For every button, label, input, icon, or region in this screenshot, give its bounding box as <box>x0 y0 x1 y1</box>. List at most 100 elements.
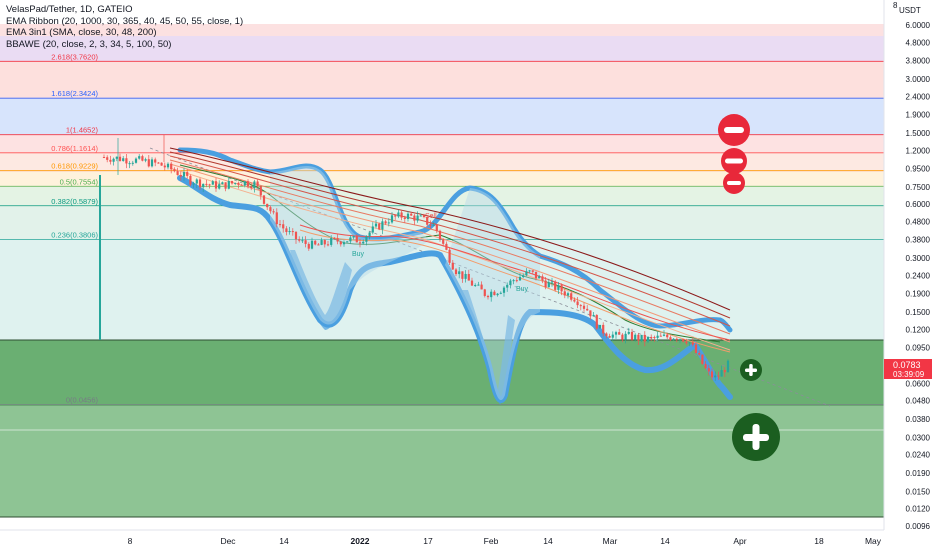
minus-circle-large[interactable] <box>718 114 750 146</box>
candle-body <box>240 184 243 186</box>
candle-body <box>291 231 294 233</box>
candle-body <box>390 215 394 223</box>
last-price-value: 0.0783 <box>893 360 921 370</box>
candle-body <box>518 277 522 281</box>
candle-body <box>669 337 672 341</box>
minus-circle-medium[interactable] <box>721 148 747 174</box>
candle-body <box>333 237 336 239</box>
candle-body <box>509 280 512 285</box>
legend-bbawe: BBAWE (20, close, 2, 3, 34, 5, 100, 50) <box>6 38 172 50</box>
candle-body <box>554 281 557 290</box>
candle-body <box>454 269 458 275</box>
price-tick-label: 0.0120 <box>906 505 931 514</box>
candle-body <box>186 172 189 176</box>
fib-band-blue <box>0 99 884 135</box>
candle-body <box>224 182 227 189</box>
fib-band-orange <box>0 172 884 187</box>
price-tick-label: 3.8000 <box>906 57 931 66</box>
candle-body <box>678 339 682 341</box>
candle-body <box>275 212 278 225</box>
fib-band-purple <box>0 36 884 61</box>
candle-body <box>541 276 544 281</box>
candle-body <box>176 171 179 175</box>
candle-body <box>202 183 205 188</box>
candle-body <box>570 293 573 300</box>
price-tick-label: 1.5000 <box>906 129 931 138</box>
candle-body <box>566 293 570 296</box>
fib-level-label: 0.382(0.5879) <box>51 197 98 206</box>
candle-body <box>547 282 550 288</box>
candle-body <box>438 230 442 240</box>
candle-body <box>704 364 707 369</box>
candle-body <box>298 239 301 241</box>
candle-body <box>458 271 461 275</box>
candle-body <box>563 291 566 296</box>
candle-body <box>400 212 403 218</box>
candle-body <box>221 182 224 185</box>
candle-body <box>269 207 272 212</box>
candle-body <box>486 295 490 298</box>
price-tick-label: 0.3000 <box>906 254 931 263</box>
candle-body <box>112 158 115 162</box>
price-tick-label: 3.0000 <box>906 75 931 84</box>
candle-body <box>230 181 234 184</box>
minus-circle-small[interactable] <box>723 172 745 194</box>
fib-band-red <box>0 61 884 99</box>
candle-body <box>410 213 413 216</box>
candle-body <box>374 223 378 227</box>
price-axis-unit: USDT <box>899 6 921 15</box>
candle-body <box>173 169 176 172</box>
candle-body <box>531 270 534 272</box>
candle-body <box>646 337 650 342</box>
candle-body <box>662 334 666 336</box>
candle-body <box>710 371 714 378</box>
time-axis[interactable]: 8 Dec 14 2022 17 Feb 14 Mar 14 Apr 18 May <box>0 529 884 550</box>
candle-body <box>656 335 659 338</box>
candle-body <box>416 215 419 221</box>
candlesticks <box>102 135 730 381</box>
candle-body <box>365 236 368 242</box>
candle-body <box>278 224 282 226</box>
legend-title: VelasPad/Tether, 1D, GATEIO <box>6 4 133 15</box>
candle-body <box>515 280 518 282</box>
candle-body <box>586 308 589 311</box>
candle-body <box>211 181 214 185</box>
candle-body <box>237 182 240 185</box>
candle-body <box>422 215 426 218</box>
candle-body <box>480 284 483 290</box>
plus-circle-small[interactable] <box>740 359 762 381</box>
candle-body <box>461 271 464 279</box>
candle-body <box>621 334 624 340</box>
last-price-tag: 0.0783 03:39:09 <box>884 359 932 379</box>
price-axis[interactable]: 8 USDT 6.0000 4.8000 3.8000 3.0000 2.4000 1.9… <box>883 0 932 531</box>
candle-body <box>179 174 182 177</box>
price-tick-label: 0.0240 <box>906 451 931 460</box>
candle-body <box>413 215 416 221</box>
candle-body <box>701 354 704 365</box>
candle-body <box>451 262 454 270</box>
price-tick-label: 0.0300 <box>906 433 931 442</box>
price-tick-label: 0.1900 <box>906 290 931 299</box>
candle-body <box>675 338 678 340</box>
candle-body <box>189 175 192 185</box>
time-tick-label: 14 <box>543 536 553 546</box>
legend-ema-3in1: EMA 3in1 (SMA, close, 30, 48, 200) <box>6 27 157 38</box>
candle-body <box>467 273 470 281</box>
candle-body <box>550 281 554 283</box>
candle-body <box>688 342 691 344</box>
plus-circle-large[interactable] <box>732 413 780 461</box>
candle-body <box>618 332 621 335</box>
candle-body <box>384 221 387 224</box>
candle-body <box>157 162 160 164</box>
candle-body <box>368 232 371 237</box>
price-tick-label: 0.6000 <box>906 200 931 209</box>
candle-body <box>205 183 208 185</box>
candle-body <box>125 158 128 164</box>
fib-level-label: 0.236(0.3806) <box>51 231 98 240</box>
candle-body <box>528 270 531 272</box>
candle-body <box>512 280 515 282</box>
candle-body <box>557 285 560 290</box>
candle-body <box>317 244 320 246</box>
price-axis-top-label: 8 <box>893 1 898 10</box>
